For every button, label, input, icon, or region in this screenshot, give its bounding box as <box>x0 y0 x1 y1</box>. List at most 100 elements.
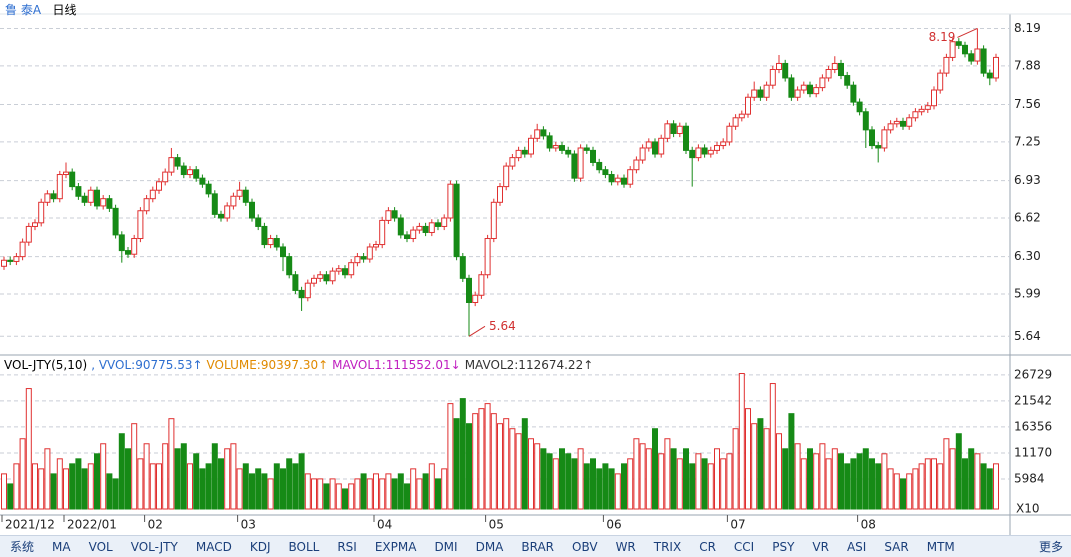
candle-body <box>497 186 503 203</box>
candle-body <box>466 277 472 304</box>
volume-bar <box>955 433 962 510</box>
y-tick-label: 5.64 <box>1014 329 1041 343</box>
toolbar-tab[interactable]: WR <box>615 539 636 554</box>
volume-bar <box>497 423 503 510</box>
toolbar-tab[interactable]: CR <box>699 539 716 554</box>
toolbar-tab[interactable]: MA <box>52 539 71 554</box>
toolbar-tab[interactable]: SAR <box>884 539 909 554</box>
candle-body <box>162 171 169 183</box>
candle-body <box>56 174 63 200</box>
toolbar-tab[interactable]: BOLL <box>288 539 320 554</box>
candle-body <box>447 183 454 219</box>
candle-body <box>87 189 94 203</box>
volume-bar <box>590 458 596 510</box>
volume-bar <box>435 478 441 510</box>
candle-body <box>968 53 975 62</box>
toolbar-tab[interactable]: CCI <box>733 539 755 554</box>
header: 鲁 泰A 日线 <box>5 1 77 18</box>
candle-body <box>962 44 968 55</box>
candle-body <box>490 201 497 240</box>
toolbar-tab[interactable]: VOL-JTY <box>130 539 178 554</box>
toolbar-tab[interactable]: PSY <box>772 539 795 554</box>
volume-bar <box>714 448 720 510</box>
volume-bar <box>757 418 764 510</box>
candle-body <box>379 219 386 246</box>
x-tick-label: 04 <box>377 518 392 532</box>
candle-body <box>633 159 640 171</box>
indicator-value: MAVOL2:112674.22↑ <box>464 358 594 372</box>
volume-bar <box>236 468 243 510</box>
volume-bar <box>794 443 801 510</box>
volume-bar <box>218 458 224 510</box>
volume-bar <box>968 448 975 510</box>
candle-body <box>397 217 404 236</box>
toolbar-tab[interactable]: DMA <box>475 539 504 554</box>
candle-body <box>918 108 925 113</box>
candle-body <box>174 157 181 167</box>
volume-bar <box>924 458 931 510</box>
toolbar-tab[interactable]: 系统 <box>10 540 35 554</box>
period[interactable]: 日线 <box>52 3 77 17</box>
candle-body <box>273 238 280 248</box>
volume-bar <box>515 433 522 510</box>
toolbar-tab[interactable]: 更多 <box>1038 540 1063 554</box>
volume-bar <box>974 453 981 510</box>
volume-bar <box>360 473 367 510</box>
candle-body <box>366 246 373 260</box>
y-tick-label: 7.56 <box>1014 97 1041 111</box>
candle-body <box>50 193 57 200</box>
volume-bar <box>683 448 689 510</box>
volume-bar <box>193 453 200 510</box>
volume-bar <box>571 458 578 510</box>
y-tick-label: 5.99 <box>1014 287 1041 301</box>
volume-bar <box>528 438 534 510</box>
toolbar-tab[interactable]: MACD <box>195 539 232 554</box>
volume-bar <box>348 483 355 510</box>
toolbar-tab[interactable]: OBV <box>572 539 598 554</box>
volume-bar <box>286 458 293 510</box>
candle-body <box>627 169 634 185</box>
candle-body <box>218 213 224 219</box>
toolbar-tab[interactable]: TRIX <box>653 539 682 554</box>
candle-body <box>689 149 696 159</box>
x-tick-label: 08 <box>861 518 876 532</box>
toolbar-tab[interactable]: MTM <box>926 539 955 554</box>
volume-bar <box>441 468 448 510</box>
candle-body <box>794 89 801 98</box>
volume-bar <box>962 458 968 510</box>
volume-bar <box>311 478 317 510</box>
toolbar-tab[interactable]: EXPMA <box>374 539 417 554</box>
candle-body <box>782 62 789 79</box>
volume-bar <box>490 413 497 510</box>
toolbar-tab[interactable]: VOL <box>88 539 113 554</box>
toolbar-tab[interactable]: VR <box>812 539 829 554</box>
candle-body <box>528 137 534 155</box>
volume-bar <box>937 463 944 510</box>
y-tick-label: 5984 <box>1014 471 1045 485</box>
volume-bar <box>664 438 671 510</box>
volume-bar <box>918 463 925 510</box>
volume-bar <box>162 443 169 510</box>
toolbar-tab[interactable]: RSI <box>337 539 357 554</box>
stock-name[interactable]: 鲁 泰A <box>5 3 42 17</box>
volume-bar <box>844 463 851 510</box>
candle-body <box>205 183 212 195</box>
candle-body <box>763 84 770 98</box>
candle-body <box>862 111 869 131</box>
toolbar-tab[interactable]: ASI <box>846 539 867 554</box>
candle-body <box>813 87 820 95</box>
candle-body <box>311 277 317 284</box>
candle-body <box>100 198 107 207</box>
volume-bar <box>404 483 410 510</box>
toolbar-tab[interactable]: KDJ <box>249 539 271 554</box>
toolbar-tab[interactable]: BRAR <box>521 539 555 554</box>
toolbar-tab[interactable]: DMI <box>434 539 458 554</box>
candle-body <box>187 169 193 176</box>
candle-body <box>931 89 937 107</box>
candle-body <box>286 256 293 276</box>
volume-bar <box>19 438 26 510</box>
candle-body <box>422 225 429 233</box>
candle-body <box>738 113 745 119</box>
candle-body <box>354 256 361 264</box>
candle-body <box>484 238 491 276</box>
